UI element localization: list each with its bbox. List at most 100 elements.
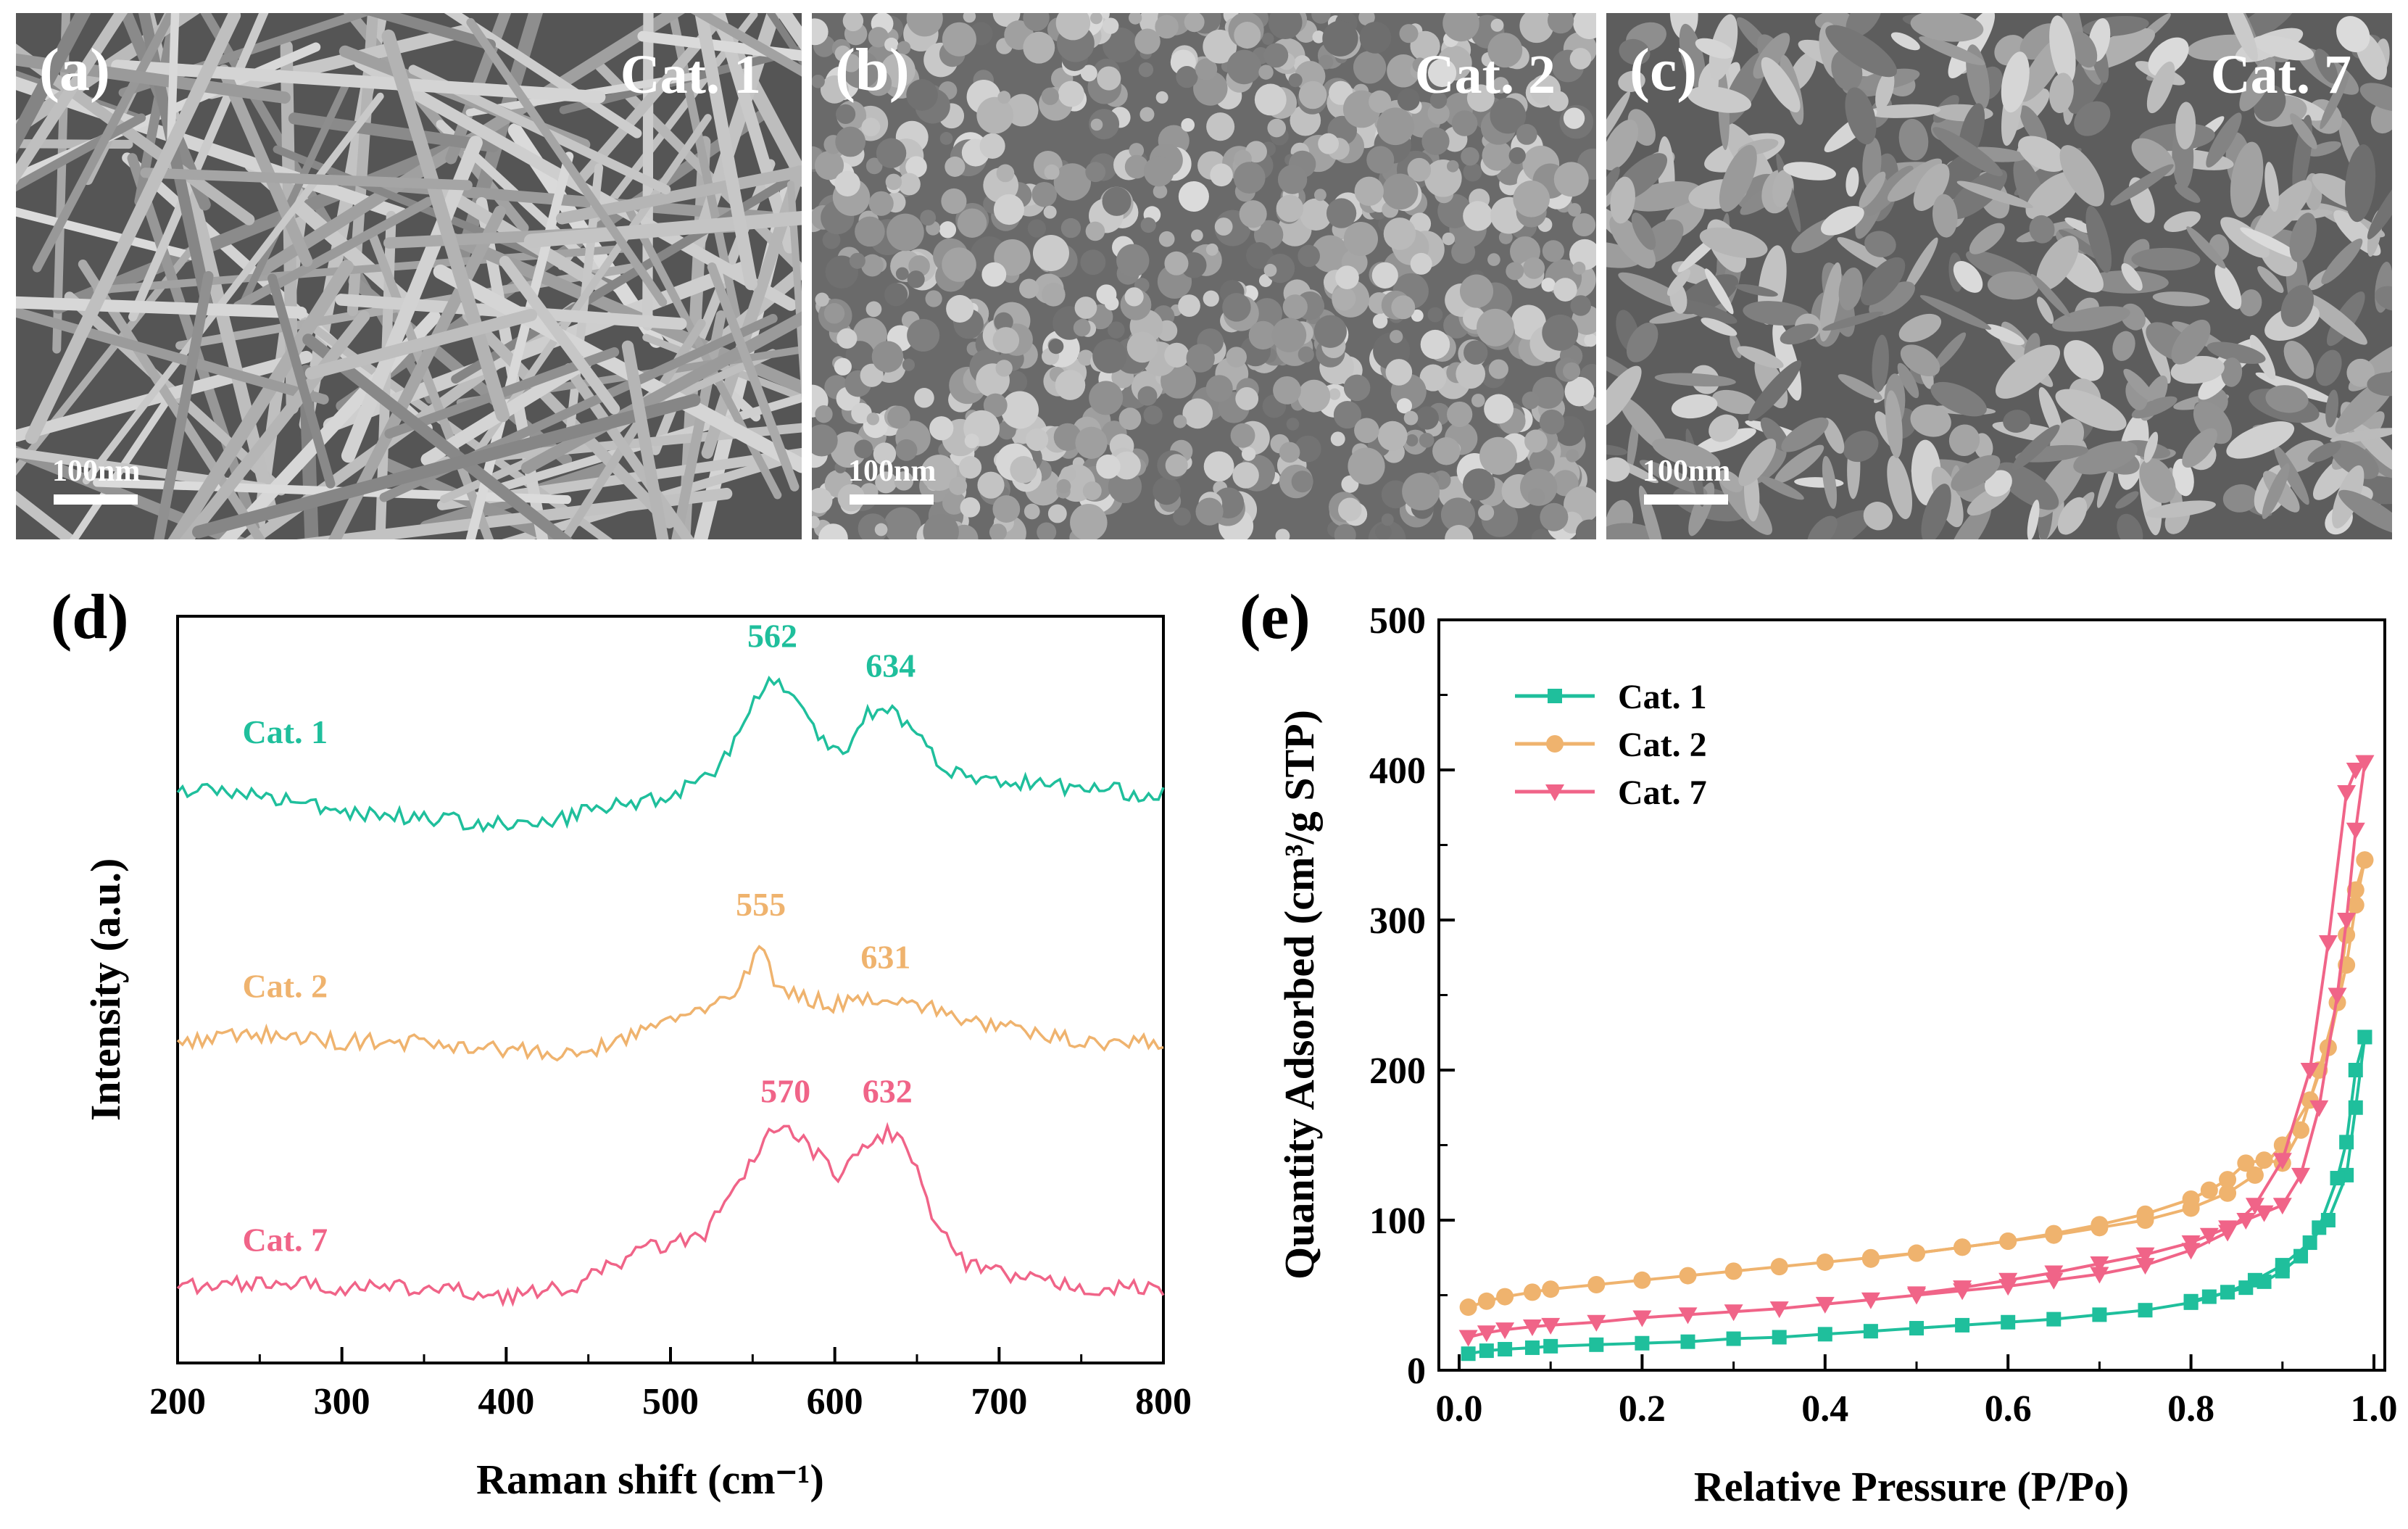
particle (1239, 200, 1267, 228)
particle (1391, 295, 1416, 320)
sem-panel-a: (a) Cat. 1 100nm (16, 13, 802, 539)
nanorod (691, 13, 802, 77)
flake (1867, 104, 1941, 118)
flake (2206, 112, 2242, 168)
bet-plot-frame (1437, 618, 2386, 1372)
flake (2225, 13, 2258, 62)
flake (1951, 455, 2001, 492)
nanorod (16, 207, 196, 261)
particle (1412, 57, 1428, 73)
particle (1055, 370, 1086, 400)
flake (2320, 73, 2349, 130)
flake (2274, 444, 2309, 505)
particle (1371, 262, 1398, 289)
flake (2175, 101, 2196, 149)
scale-text-a: 100nm (52, 455, 141, 488)
bet-point (1816, 1253, 1834, 1271)
particle (1140, 217, 1156, 233)
particle (868, 27, 889, 48)
bet-x-tick-label: 0.6 (1985, 1388, 2032, 1430)
bet-point (1477, 1292, 1495, 1310)
flake (2085, 270, 2169, 294)
nanorod (360, 13, 497, 51)
particle (1005, 370, 1028, 394)
particle (1090, 118, 1103, 131)
particle (898, 173, 921, 196)
bet-point (2183, 1293, 2199, 1309)
nanorod (707, 262, 800, 492)
particle (942, 247, 976, 282)
particle (1186, 344, 1215, 373)
particle (836, 328, 858, 349)
flake (1948, 13, 1996, 79)
particle (1446, 159, 1459, 173)
flake (1606, 91, 1630, 149)
flake (2330, 440, 2379, 479)
bet-point (1587, 1276, 1606, 1294)
particle (1164, 342, 1190, 368)
bet-point (1459, 1298, 1477, 1317)
nanorod (691, 13, 781, 251)
raman-x-tick-label: 200 (149, 1381, 206, 1422)
particle (1023, 13, 1050, 31)
particle (1298, 244, 1320, 268)
bet-point (2318, 935, 2338, 953)
flake (2001, 51, 2030, 113)
flake (1609, 215, 1656, 269)
particle (1173, 507, 1191, 526)
bet-y-tick-label: 300 (1369, 900, 1426, 942)
flake (2064, 340, 2104, 381)
particle (836, 104, 856, 125)
particle (822, 231, 841, 249)
particle (1298, 346, 1314, 362)
flake (2110, 164, 2174, 206)
particle (1516, 124, 1537, 145)
flake (2096, 465, 2114, 508)
particle (866, 413, 880, 426)
particle (923, 513, 959, 539)
flake (2206, 341, 2266, 364)
particle (1478, 504, 1495, 521)
particle (860, 363, 884, 387)
flake (1995, 344, 2061, 399)
flake (1838, 267, 1863, 310)
particle (1383, 217, 1416, 250)
particle (1230, 423, 1255, 448)
flake (1932, 332, 1967, 370)
flake (2336, 16, 2370, 53)
particle (1203, 29, 1237, 64)
particle (1348, 447, 1385, 485)
nanorod (16, 447, 268, 492)
bet-point (2346, 822, 2365, 840)
flake (1610, 176, 1635, 224)
bet-point (1635, 1335, 1650, 1351)
particle (854, 439, 873, 459)
bet-point (2338, 956, 2356, 974)
flake (1864, 231, 1896, 257)
particle (874, 523, 888, 536)
flake (1737, 346, 1784, 368)
particle (818, 523, 848, 539)
bet-point (2237, 1154, 2255, 1172)
bet-point (2346, 763, 2365, 779)
particle (1203, 451, 1234, 482)
particle (1415, 406, 1439, 430)
flake (2345, 144, 2376, 223)
particle (1313, 315, 1347, 348)
particle (1397, 88, 1420, 111)
particle (1508, 147, 1526, 165)
particle (1488, 359, 1508, 379)
flake (1843, 431, 1879, 463)
bet-point (2136, 1211, 2154, 1229)
bet-x-tick-label: 0.2 (1619, 1388, 1666, 1430)
bet-y-tick-label: 100 (1369, 1201, 1426, 1242)
bet-point (2346, 881, 2365, 899)
particle (1531, 529, 1552, 539)
particle (1519, 13, 1554, 43)
flake (1865, 165, 1914, 216)
flake (2011, 424, 2060, 471)
nanorod (16, 307, 329, 405)
particle (1484, 394, 1514, 424)
bet-point (2090, 1256, 2109, 1274)
bet-y-tick-label: 500 (1369, 600, 1426, 642)
